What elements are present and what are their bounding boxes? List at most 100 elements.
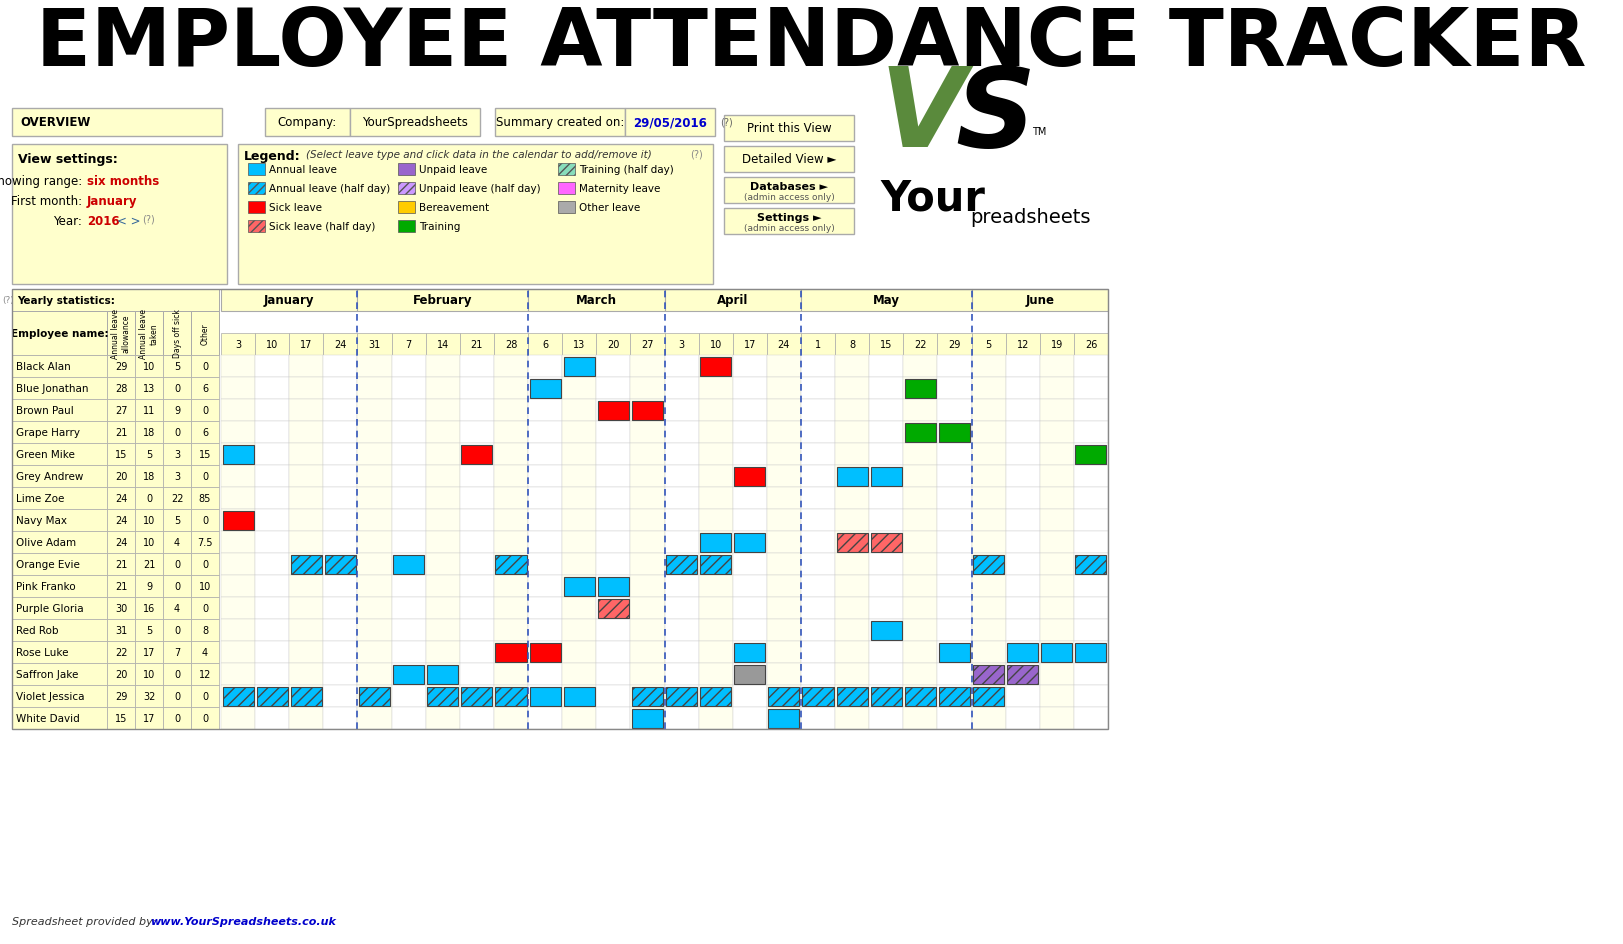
Bar <box>323 553 357 576</box>
Bar <box>1074 707 1109 729</box>
Text: 20: 20 <box>115 471 127 481</box>
Bar <box>357 378 391 399</box>
Text: 24: 24 <box>115 537 127 548</box>
Text: 10: 10 <box>266 340 278 349</box>
Bar <box>870 378 904 399</box>
Bar <box>938 641 972 664</box>
Bar <box>221 444 255 465</box>
Bar <box>596 641 630 664</box>
Bar <box>698 685 732 707</box>
Bar <box>1074 465 1109 487</box>
Bar <box>323 333 357 356</box>
Bar <box>255 378 289 399</box>
Text: 16: 16 <box>143 603 156 614</box>
Bar <box>391 487 425 510</box>
Bar <box>162 576 192 598</box>
Bar <box>11 312 107 356</box>
Bar <box>563 357 594 376</box>
Bar <box>732 664 766 685</box>
Bar <box>192 598 219 619</box>
Bar <box>107 510 135 531</box>
Bar <box>221 422 255 444</box>
Bar <box>325 555 355 574</box>
Bar <box>323 422 357 444</box>
Bar <box>836 399 870 422</box>
Bar <box>1042 643 1073 662</box>
Text: Annual leave
allowance: Annual leave allowance <box>112 309 131 359</box>
Text: S: S <box>954 63 1035 170</box>
Bar <box>1006 553 1040 576</box>
Bar <box>1006 378 1040 399</box>
Bar <box>255 333 289 356</box>
Bar <box>1040 641 1074 664</box>
Text: Brown Paul: Brown Paul <box>16 406 73 415</box>
Bar <box>493 685 527 707</box>
Bar <box>802 444 836 465</box>
Text: Annual leave: Annual leave <box>269 165 338 175</box>
Bar <box>493 707 527 729</box>
Bar <box>162 685 192 707</box>
Bar <box>972 619 1006 641</box>
Bar <box>802 290 972 312</box>
Bar <box>562 422 596 444</box>
Text: 19: 19 <box>1050 340 1063 349</box>
Text: Training (half day): Training (half day) <box>579 165 674 175</box>
Bar <box>596 487 630 510</box>
Bar <box>596 333 630 356</box>
Bar <box>938 487 972 510</box>
Bar <box>734 665 766 683</box>
Bar <box>938 422 972 444</box>
Text: Grey Andrew: Grey Andrew <box>16 471 83 481</box>
Text: February: February <box>412 295 472 307</box>
Bar <box>248 164 265 176</box>
Text: Summary created on:: Summary created on: <box>495 116 625 129</box>
Bar <box>162 641 192 664</box>
Bar <box>664 290 802 312</box>
Bar <box>162 619 192 641</box>
Bar <box>222 687 253 706</box>
Bar <box>459 378 493 399</box>
Bar <box>1040 576 1074 598</box>
Bar <box>11 422 107 444</box>
Bar <box>289 356 323 378</box>
Text: 0: 0 <box>201 691 208 701</box>
Bar <box>596 422 630 444</box>
Bar <box>135 378 162 399</box>
Bar <box>562 598 596 619</box>
Bar <box>289 619 323 641</box>
Text: (admin access only): (admin access only) <box>743 224 834 233</box>
Text: 10: 10 <box>709 340 722 349</box>
Bar <box>972 399 1006 422</box>
Bar <box>357 333 391 356</box>
Text: April: April <box>717 295 748 307</box>
Bar <box>562 465 596 487</box>
Bar <box>351 109 480 137</box>
Bar <box>1040 487 1074 510</box>
Bar <box>359 687 390 706</box>
Text: Bereavement: Bereavement <box>419 203 489 212</box>
Bar <box>398 183 415 194</box>
Bar <box>938 707 972 729</box>
Bar <box>255 356 289 378</box>
Bar <box>802 685 836 707</box>
Bar <box>248 221 265 233</box>
Bar <box>836 531 870 553</box>
Bar <box>255 576 289 598</box>
Bar <box>162 510 192 531</box>
Bar <box>802 422 836 444</box>
Bar <box>255 619 289 641</box>
Text: 11: 11 <box>143 406 156 415</box>
Bar <box>493 444 527 465</box>
Bar <box>493 641 527 664</box>
Bar <box>493 487 527 510</box>
Bar <box>1040 422 1074 444</box>
Bar <box>562 707 596 729</box>
Text: Legend:: Legend: <box>243 150 300 162</box>
Bar <box>664 664 698 685</box>
Bar <box>425 619 459 641</box>
Bar <box>802 378 836 399</box>
Text: Detailed View ►: Detailed View ► <box>742 153 836 166</box>
Text: 28: 28 <box>115 383 127 394</box>
Bar <box>357 664 391 685</box>
Bar <box>562 553 596 576</box>
